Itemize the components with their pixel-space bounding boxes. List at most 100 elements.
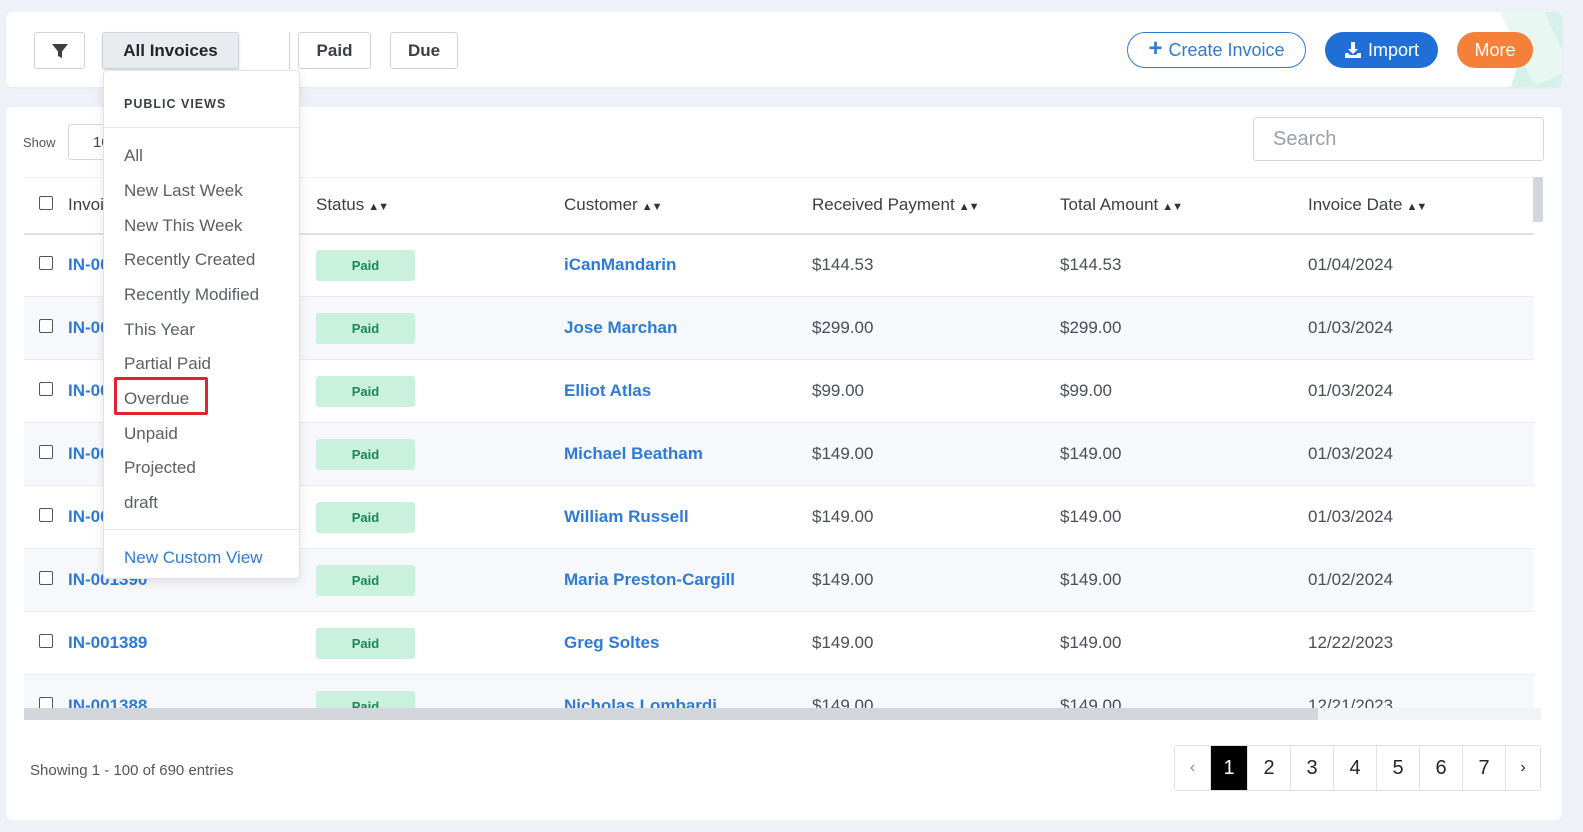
view-item-overdue[interactable]: Overdue [124, 389, 190, 408]
status-badge: Paid [316, 249, 415, 281]
page-5-button[interactable]: 5 [1376, 746, 1419, 790]
view-item-new-this-week[interactable]: New This Week [124, 216, 243, 235]
row-checkbox[interactable] [39, 697, 53, 708]
all-invoices-button[interactable]: All Invoices [102, 32, 239, 69]
received-payment-cell: $144.53 [812, 233, 1060, 297]
row-checkbox[interactable] [39, 571, 53, 585]
row-checkbox[interactable] [39, 445, 53, 459]
col-customer-header[interactable]: Customer ▲▼ [564, 177, 812, 235]
received-payment-cell: $149.00 [812, 674, 1060, 708]
dropdown-divider [104, 529, 299, 530]
page-3-button[interactable]: 3 [1290, 746, 1333, 790]
horizontal-scrollbar-thumb[interactable] [24, 708, 1318, 720]
col-total-label: Total Amount [1060, 195, 1159, 215]
sort-icon: ▲▼ [1162, 201, 1183, 214]
page-6-button[interactable]: 6 [1419, 746, 1462, 790]
page-2-button[interactable]: 2 [1247, 746, 1290, 790]
col-date-header[interactable]: Invoice Date ▲▼ [1308, 177, 1534, 235]
select-all-checkbox[interactable] [39, 196, 53, 211]
customer-link[interactable]: Michael Beatham [564, 444, 703, 463]
view-item-partial-paid[interactable]: Partial Paid [124, 354, 211, 373]
col-status-label: Status [316, 195, 365, 215]
invoice-date-cell: 01/02/2024 [1308, 548, 1534, 612]
public-views-heading: PUBLIC VIEWS [124, 97, 227, 111]
row-checkbox[interactable] [39, 319, 53, 333]
total-amount-cell: $149.00 [1060, 611, 1308, 675]
col-customer-label: Customer [564, 195, 638, 215]
col-total-header[interactable]: Total Amount ▲▼ [1060, 177, 1308, 235]
col-status-header[interactable]: Status ▲▼ [316, 177, 564, 235]
table-row: IN-001389 Paid Greg Soltes $149.00 $149.… [24, 611, 1534, 675]
total-amount-cell: $149.00 [1060, 674, 1308, 708]
received-payment-cell: $299.00 [812, 296, 1060, 360]
view-item-recently-created[interactable]: Recently Created [124, 250, 256, 269]
customer-link[interactable]: Elliot Atlas [564, 381, 652, 400]
customer-link[interactable]: Nicholas Lombardi [564, 696, 718, 708]
status-badge: Paid [316, 312, 415, 344]
prev-page-button[interactable]: ‹ [1175, 746, 1210, 790]
entries-info: Showing 1 - 100 of 690 entries [30, 762, 234, 779]
view-item-projected[interactable]: Projected [124, 458, 196, 477]
invoice-date-cell: 01/03/2024 [1308, 485, 1534, 549]
invoice-date-cell: 01/03/2024 [1308, 422, 1534, 486]
view-item-all[interactable]: All [124, 146, 143, 165]
table-row: IN-001390 Paid Maria Preston-Cargill $14… [24, 548, 1534, 612]
total-amount-cell: $149.00 [1060, 485, 1308, 549]
view-item-unpaid[interactable]: Unpaid [124, 424, 178, 443]
customer-link[interactable]: Jose Marchan [564, 318, 678, 337]
paid-filter-button[interactable]: Paid [298, 32, 371, 69]
more-button[interactable]: More [1457, 32, 1533, 68]
customer-link[interactable]: William Russell [564, 507, 689, 526]
view-item-recently-modified[interactable]: Recently Modified [124, 285, 260, 304]
col-received-label: Received Payment [812, 195, 955, 215]
plus-icon: + [1148, 34, 1163, 62]
received-payment-cell: $149.00 [812, 611, 1060, 675]
create-invoice-button[interactable]: + Create Invoice [1127, 32, 1306, 68]
invoice-date-cell: 12/21/2023 [1308, 674, 1534, 708]
customer-link[interactable]: Greg Soltes [564, 633, 660, 652]
due-filter-button[interactable]: Due [390, 32, 458, 69]
row-checkbox[interactable] [39, 382, 53, 396]
sort-icon: ▲▼ [958, 201, 980, 214]
status-badge: Paid [316, 627, 415, 659]
page-1-button[interactable]: 1 [1210, 746, 1247, 790]
page-7-button[interactable]: 7 [1462, 746, 1505, 790]
view-item-new-last-week[interactable]: New Last Week [124, 181, 243, 200]
total-amount-cell: $99.00 [1060, 359, 1308, 423]
view-item-this-year[interactable]: This Year [124, 320, 195, 339]
view-item-draft[interactable]: draft [124, 493, 159, 512]
sort-icon: ▲▼ [1406, 201, 1428, 214]
invoice-link[interactable]: IN-001389 [68, 633, 148, 652]
create-invoice-label: Create Invoice [1168, 39, 1285, 60]
invoice-link[interactable]: IN-001388 [68, 696, 148, 708]
new-custom-view-link[interactable]: New Custom View [124, 548, 263, 567]
import-button[interactable]: Import [1325, 32, 1438, 68]
next-page-button[interactable]: › [1505, 746, 1540, 790]
col-received-header[interactable]: Received Payment ▲▼ [812, 177, 1060, 235]
total-amount-cell: $299.00 [1060, 296, 1308, 360]
invoice-date-cell: 12/22/2023 [1308, 611, 1534, 675]
search-input[interactable] [1253, 117, 1544, 161]
invoice-date-cell: 01/03/2024 [1308, 296, 1534, 360]
customer-link[interactable]: iCanMandarin [564, 255, 677, 275]
row-checkbox[interactable] [39, 634, 53, 648]
download-icon [1344, 42, 1361, 58]
sort-icon: ▲▼ [641, 201, 663, 214]
filter-button[interactable] [34, 32, 85, 69]
received-payment-cell: $99.00 [812, 359, 1060, 423]
received-payment-cell: $149.00 [812, 548, 1060, 612]
table-row: IN-001388 Paid Nicholas Lombardi $149.00… [24, 674, 1534, 708]
row-checkbox[interactable] [39, 508, 53, 522]
dropdown-divider [104, 127, 299, 128]
vertical-scrollbar[interactable] [1533, 177, 1543, 222]
page-4-button[interactable]: 4 [1333, 746, 1376, 790]
col-date-label: Invoice Date [1308, 195, 1403, 215]
row-checkbox[interactable] [39, 256, 53, 271]
sort-icon: ▲▼ [368, 201, 389, 214]
toolbar-divider [289, 32, 290, 69]
pagination: ‹ 1 2 3 4 5 6 7 › [1174, 745, 1541, 791]
customer-link[interactable]: Maria Preston-Cargill [564, 570, 735, 589]
views-dropdown-menu: PUBLIC VIEWS All New Last Week New This … [103, 70, 300, 579]
show-entries-label: Show [23, 135, 56, 150]
total-amount-cell: $149.00 [1060, 548, 1308, 612]
